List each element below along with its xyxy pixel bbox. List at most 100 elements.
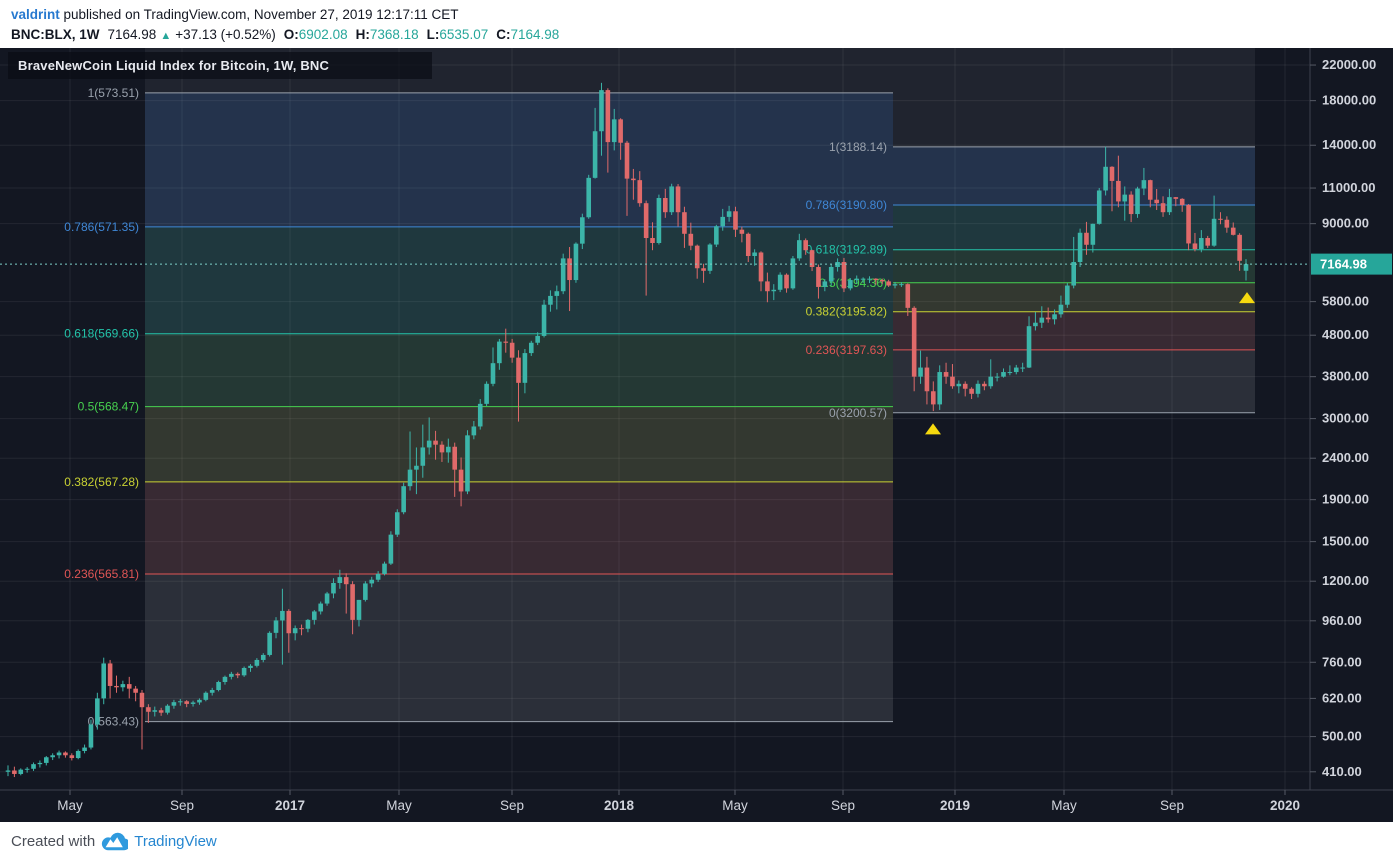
candle xyxy=(471,426,477,436)
candle xyxy=(146,707,151,712)
candle xyxy=(962,383,968,389)
candle xyxy=(1096,190,1102,224)
candle xyxy=(1116,180,1121,202)
candle xyxy=(273,620,279,633)
candle xyxy=(867,278,872,280)
candle xyxy=(618,119,623,143)
candle xyxy=(63,752,68,756)
fib-level-label: 0.236(565.81) xyxy=(64,567,139,581)
fib-2016-2017: 1(573.51) 0.786(571.35) 0.618(569.66) 0.5(5… xyxy=(64,48,893,729)
close-label: C: xyxy=(496,27,511,42)
candle xyxy=(733,211,738,230)
time-tick-label: 2018 xyxy=(604,798,635,813)
candle xyxy=(905,284,911,308)
candle xyxy=(560,258,566,292)
candle xyxy=(69,755,75,759)
candle xyxy=(835,262,840,267)
candle xyxy=(860,278,866,280)
candle xyxy=(254,659,260,666)
candle xyxy=(75,750,81,759)
candle xyxy=(414,465,419,470)
fib-level-label: 0.382(567.28) xyxy=(64,475,139,489)
candle xyxy=(50,755,55,758)
candle xyxy=(152,710,158,712)
candle xyxy=(1243,264,1249,271)
candle xyxy=(886,281,891,286)
candle xyxy=(548,295,553,305)
candle xyxy=(120,684,126,688)
candle xyxy=(924,367,930,392)
price-tick-label: 22000.00 xyxy=(1322,57,1376,72)
price-axis[interactable]: 22000.00 18000.00 14000.00 11000.00 9000.00 5… xyxy=(1310,57,1376,779)
candle xyxy=(165,705,170,713)
fib-level-label: 0.786(571.35) xyxy=(64,220,139,234)
fib-level-label: 0.236(3197.63) xyxy=(806,343,887,357)
candle xyxy=(235,673,241,676)
candle xyxy=(752,252,757,257)
candle xyxy=(994,376,1000,378)
candle xyxy=(503,341,509,343)
candle xyxy=(331,582,336,594)
publish-header: valdrint published on TradingView.com, N… xyxy=(0,0,1393,48)
tradingview-brand-link[interactable]: TradingView xyxy=(134,833,217,850)
chart-area[interactable]: 1(573.51) 0.786(571.35) 0.618(569.66) 0.5(5… xyxy=(0,48,1393,822)
time-tick-label: May xyxy=(386,798,412,813)
fib-level-label: 0.618(569.66) xyxy=(64,327,139,341)
candle xyxy=(535,335,540,343)
price-tick-label: 500.00 xyxy=(1322,729,1362,744)
candle xyxy=(605,90,611,143)
candle xyxy=(446,446,451,453)
fib-2018-2019: 1(3188.14) 0.786(3190.80) 0.618(3192.89) 0.… xyxy=(806,48,1255,420)
time-tick-label: Sep xyxy=(500,798,524,813)
candle xyxy=(816,266,821,287)
candles-series xyxy=(5,82,1249,778)
price-tick-label: 11000.00 xyxy=(1322,180,1376,195)
candle xyxy=(158,710,164,713)
candle xyxy=(1135,188,1140,215)
candle xyxy=(1173,197,1179,199)
price-chart-canvas[interactable]: 1(573.51) 0.786(571.35) 0.618(569.66) 0.5(5… xyxy=(0,48,1393,822)
fib-level-label: 0(3200.57) xyxy=(829,406,887,420)
candle xyxy=(784,274,789,289)
up-triangle-marker-icon xyxy=(1239,292,1255,304)
low-label: L: xyxy=(426,27,440,42)
fib-band xyxy=(893,146,1255,205)
candle xyxy=(669,186,674,213)
candle xyxy=(318,603,323,612)
candle xyxy=(1230,227,1236,235)
price-tick-label: 1200.00 xyxy=(1322,573,1369,588)
price-tick-label: 620.00 xyxy=(1322,690,1362,705)
time-axis[interactable]: May Sep 2017 May Sep 2018 May Sep 2019 May Sep 2020 xyxy=(57,790,1300,813)
candle xyxy=(1077,232,1083,263)
candle xyxy=(1045,317,1051,320)
candle xyxy=(701,268,706,271)
candle xyxy=(382,563,387,574)
candle xyxy=(24,768,30,770)
candle xyxy=(1211,218,1217,246)
candle xyxy=(1109,166,1115,181)
fib-band xyxy=(145,481,893,574)
candle xyxy=(101,663,107,699)
candle xyxy=(1052,314,1057,320)
candle xyxy=(1199,238,1204,250)
candle xyxy=(892,284,898,286)
fib-level-label: 0.786(3190.80) xyxy=(806,198,887,212)
candle xyxy=(1065,285,1070,305)
candle xyxy=(484,383,489,404)
candle xyxy=(1026,326,1032,368)
fib-level-label: 0(563.43) xyxy=(88,715,139,729)
username-link[interactable]: valdrint xyxy=(11,7,60,22)
candle xyxy=(1084,232,1089,245)
candle xyxy=(324,593,330,604)
tradingview-logo-icon xyxy=(102,832,129,851)
current-price-tag-bg xyxy=(1311,253,1392,275)
candle xyxy=(528,342,534,354)
price-tick-label: 760.00 xyxy=(1322,654,1362,669)
chart-background xyxy=(0,48,1393,822)
candle xyxy=(1058,304,1064,315)
candle xyxy=(937,372,942,405)
candle xyxy=(873,278,879,281)
candle xyxy=(292,628,298,634)
candle xyxy=(241,667,247,676)
candle xyxy=(509,342,515,358)
